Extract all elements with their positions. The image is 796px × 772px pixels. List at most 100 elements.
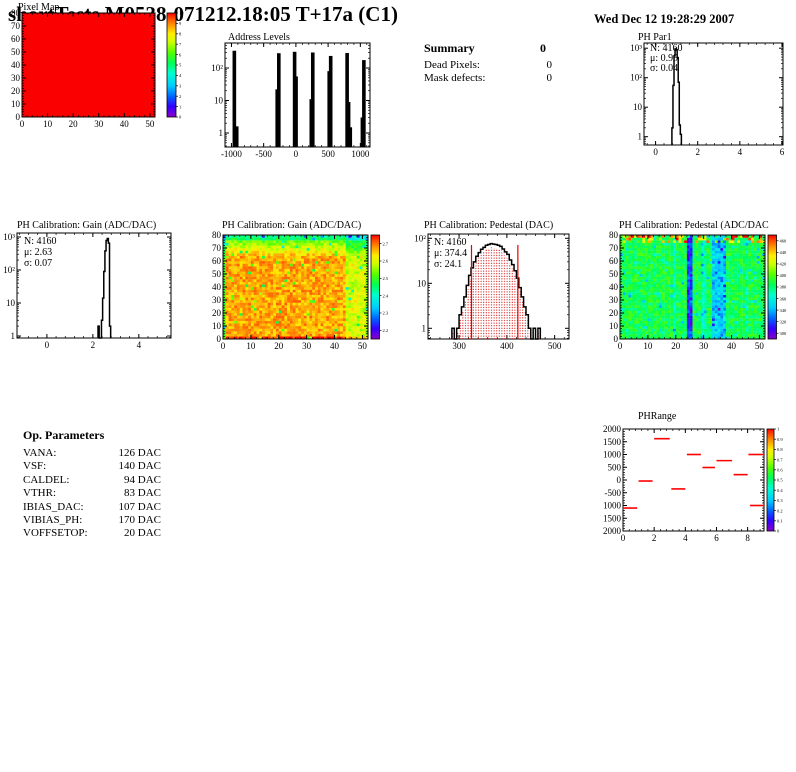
svg-text:30: 30	[302, 341, 312, 351]
ph-par1-panel: PH Par1 0 2 4 6 1 10 10² 10³ N: 4160 μ: 0.99 σ: 0.0…	[610, 30, 796, 175]
op-param-value: 83 DAC	[124, 487, 161, 500]
svg-text:0: 0	[653, 147, 658, 157]
svg-text:1: 1	[11, 331, 16, 341]
svg-text:40: 40	[11, 60, 21, 70]
op-param-label: VTHR:	[23, 487, 56, 500]
svg-text:2.4: 2.4	[383, 293, 389, 298]
svg-text:10²: 10²	[211, 63, 223, 73]
svg-text:60: 60	[11, 34, 21, 44]
svg-text:6: 6	[179, 52, 182, 57]
svg-text:μ: 2.63: μ: 2.63	[24, 247, 52, 258]
summary-heading: Summary	[424, 41, 475, 55]
svg-text:20: 20	[274, 341, 284, 351]
svg-text:300: 300	[452, 341, 466, 351]
op-parameters-heading: Op. Parameters	[23, 428, 105, 442]
svg-text:10²: 10²	[630, 73, 642, 83]
pixel-map-panel: Pixel Map 0 10 20 30 40 50 0 10 20 30 40 50 60 70 80 10 9…	[0, 0, 205, 145]
svg-text:40: 40	[212, 282, 222, 292]
svg-text:1: 1	[638, 132, 643, 142]
svg-text:30: 30	[94, 119, 104, 129]
op-param-value: 170 DAC	[118, 514, 161, 527]
pedestal-hist-chart: PH Calibration: Pedestal (DAC) 300 400 500 1…	[414, 220, 570, 351]
svg-text:50: 50	[11, 47, 21, 57]
svg-text:1: 1	[179, 104, 181, 109]
summary-heading-value: 0	[540, 41, 546, 55]
op-param-label: VANA:	[23, 447, 57, 459]
svg-text:0: 0	[294, 149, 299, 159]
svg-text:80: 80	[212, 230, 222, 240]
summary-block: Summary 0 Dead Pixels: 0 Mask defects: 0	[424, 41, 564, 85]
svg-text:40: 40	[120, 119, 130, 129]
svg-text:4: 4	[738, 147, 743, 157]
svg-text:-1000: -1000	[221, 149, 242, 159]
svg-text:1000: 1000	[351, 149, 370, 159]
svg-text:6: 6	[780, 147, 785, 157]
svg-text:10: 10	[43, 119, 53, 129]
svg-text:2: 2	[695, 147, 700, 157]
svg-text:-500: -500	[255, 149, 272, 159]
summary-row-value: 0	[546, 59, 553, 71]
gain-hist-panel: PH Calibration: Gain (ADC/DAC) 0 2 4 1 10 10² 1…	[0, 218, 200, 365]
svg-text:20: 20	[69, 119, 79, 129]
svg-text:4: 4	[179, 73, 182, 78]
op-param-value: 20 DAC	[124, 527, 161, 540]
svg-text:Pixel Map: Pixel Map	[18, 2, 59, 13]
summary-heading-row: Summary 0	[424, 41, 564, 56]
svg-text:8: 8	[179, 32, 182, 37]
svg-text:σ: 0.04: σ: 0.04	[650, 63, 678, 74]
svg-text:μ: 0.99: μ: 0.99	[650, 53, 678, 64]
op-param-label: VOFFSETOP:	[23, 527, 88, 540]
svg-text:σ: 0.07: σ: 0.07	[24, 258, 52, 269]
svg-text:50: 50	[145, 119, 155, 129]
svg-text:10: 10	[212, 321, 222, 331]
svg-text:10³: 10³	[3, 232, 15, 242]
address-levels-panel: Address Levels -1000 -500 0 500 1000 1 10 10²	[210, 30, 396, 175]
svg-text:0: 0	[45, 340, 50, 350]
summary-row-label: Dead Pixels:	[424, 59, 480, 71]
svg-text:10: 10	[214, 96, 224, 106]
svg-text:10²: 10²	[415, 233, 426, 243]
svg-text:10: 10	[179, 11, 184, 16]
op-parameters-block: Op. Parameters VANA: 126 DAC VSF: 140 DA…	[23, 428, 183, 541]
svg-text:5: 5	[179, 63, 182, 68]
svg-text:PH Calibration: Gain (ADC/DAC): PH Calibration: Gain (ADC/DAC)	[17, 220, 156, 231]
svg-text:30: 30	[212, 295, 222, 305]
svg-text:10: 10	[417, 278, 427, 288]
svg-text:80: 80	[11, 8, 21, 18]
svg-text:Address Levels: Address Levels	[228, 32, 290, 43]
svg-text:2.5: 2.5	[383, 276, 389, 281]
svg-text:10: 10	[6, 298, 16, 308]
op-param-label: CALDEL:	[23, 473, 70, 486]
svg-text:2.6: 2.6	[383, 259, 389, 264]
svg-text:500: 500	[321, 149, 335, 159]
svg-text:PH Calibration: Gain (ADC/DAC): PH Calibration: Gain (ADC/DAC)	[222, 220, 361, 231]
svg-text:2: 2	[91, 340, 96, 350]
svg-text:20: 20	[11, 86, 21, 96]
pedestal-hist-panel: PH Calibration: Pedestal (DAC) 300 400 500 1…	[414, 218, 615, 365]
svg-text:50: 50	[358, 341, 368, 351]
svg-text:PH Calibration: Pedestal (DAC): PH Calibration: Pedestal (DAC)	[424, 220, 553, 231]
svg-text:10: 10	[11, 99, 21, 109]
op-param-row: VOFFSETOP: 20 DAC	[23, 527, 183, 540]
op-param-label: VIBIAS_PH:	[23, 514, 83, 527]
svg-text:3: 3	[179, 84, 182, 89]
svg-text:400: 400	[500, 341, 514, 351]
svg-text:50: 50	[212, 269, 222, 279]
op-param-label: VSF:	[23, 460, 47, 473]
ph-range-panel: PHRange 0 2 4 6 8 2000 1500 1000 500 0 -500 1000 1500…	[598, 403, 796, 560]
svg-text:10²: 10²	[3, 265, 15, 275]
svg-text:30: 30	[11, 73, 21, 83]
svg-text:70: 70	[212, 243, 222, 253]
svg-text:0: 0	[217, 334, 222, 344]
op-param-row: VANA: 126 DAC	[23, 447, 183, 460]
svg-text:μ: 374.4: μ: 374.4	[434, 248, 467, 259]
svg-text:500: 500	[548, 341, 562, 351]
summary-row: Mask defects: 0	[424, 72, 564, 85]
op-param-row: VIBIAS_PH: 170 DAC	[23, 514, 183, 527]
page-date: Wed Dec 12 19:28:29 2007	[594, 12, 735, 26]
svg-text:4: 4	[137, 340, 142, 350]
op-param-label: IBIAS_DAC:	[23, 500, 84, 513]
